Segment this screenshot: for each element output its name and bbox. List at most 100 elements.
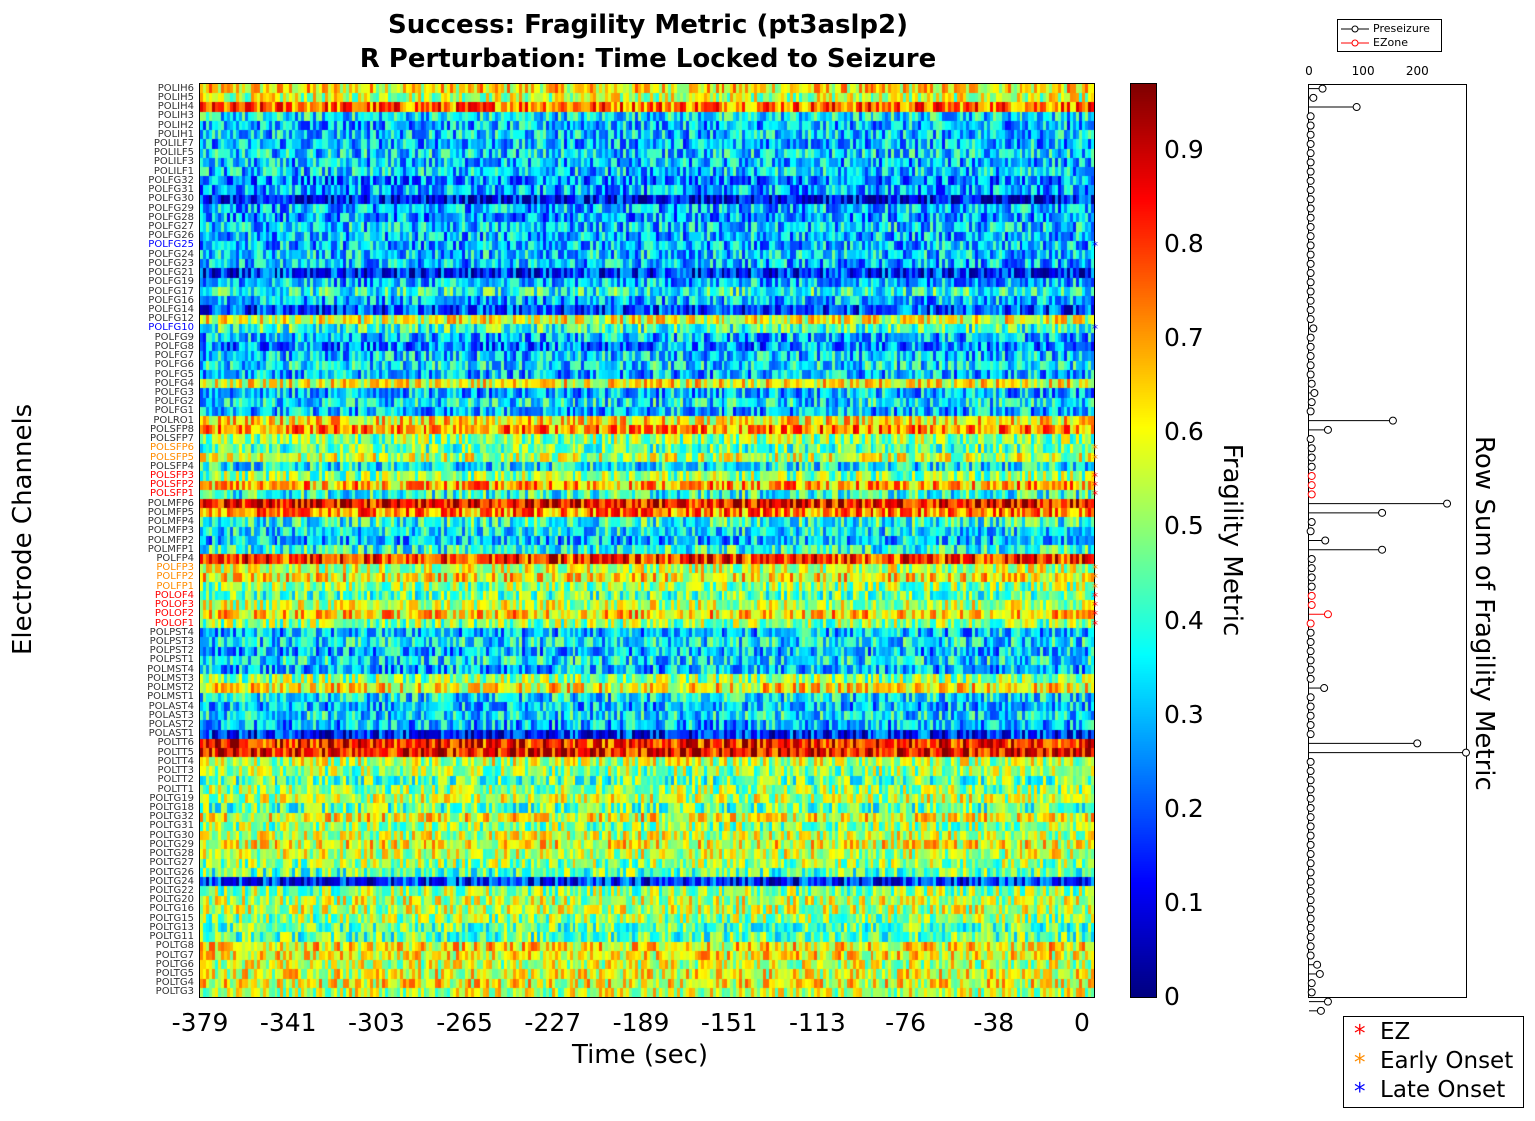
channel-label: POLTT6 [157,737,195,749]
channel-label: POLFG31 [148,184,194,196]
row-sum-stem-marker [1306,656,1315,665]
row-sum-stem-marker [1306,840,1315,849]
row-sum-stem-marker [1306,352,1315,361]
x-tick-label: -151 [700,1008,758,1037]
channel-label: POLFG12 [148,313,194,325]
x-tick-label: -265 [436,1008,493,1037]
channel-label: POLFG19 [148,276,194,288]
channel-label: POLSFP2 [150,479,194,491]
row-sum-stem-marker [1307,591,1316,600]
row-sum-tick-label: 100 [1351,64,1375,78]
onset-star-marker: * [1092,479,1098,494]
row-sum-stem-marker [1378,545,1387,554]
channel-label: POLFG29 [148,202,194,214]
channel-label: POLTG5 [155,967,194,979]
colorbar-tick-label: 0.7 [1164,323,1204,353]
onset-star-marker: * [1092,469,1098,484]
channel-label: POLTT4 [157,755,195,767]
onset-star-marker: * [1092,562,1098,577]
row-sum-stem-marker [1306,222,1315,231]
row-sum-stem-marker [1306,149,1315,158]
row-sum-stem-marker [1306,333,1315,342]
channel-label: POLTG27 [149,857,194,869]
row-sum-stem-marker [1352,103,1361,112]
row-sum-stem-marker [1307,582,1316,591]
channel-label: POLTG32 [149,811,194,823]
channel-label: POLMFP2 [147,534,194,546]
row-sum-stem-marker [1307,398,1316,407]
channel-label: POLAST1 [148,728,194,740]
channel-label: POLSFP7 [150,433,194,445]
onset-star-marker: * [1092,589,1098,604]
onset-star-marker: * [1092,322,1098,337]
late-onset-star-icon: * [1354,1079,1366,1105]
channel-label: POLMFP6 [147,497,194,509]
channel-label: POLFP1 [156,580,194,592]
channel-label: POLAST2 [148,718,194,730]
row-sum-stem-marker [1310,388,1319,397]
row-sum-stem-marker [1306,767,1315,776]
row-sum-stem-marker [1306,896,1315,905]
row-sum-stem-marker [1307,453,1316,462]
row-sum-stem-marker [1320,684,1329,693]
chart-title-line2: R Perturbation: Time Locked to Seizure [359,44,937,74]
row-sum-stem-marker [1306,213,1315,222]
row-sum-stem-marker [1321,536,1330,545]
channel-label: POLFG16 [148,294,194,306]
row-sum-stem-marker [1306,315,1315,324]
row-sum-stem-marker [1306,361,1315,370]
row-sum-tick-label: 200 [1405,64,1429,78]
colorbar-tick-label: 0 [1164,982,1180,1011]
row-sum-stem-marker [1306,665,1315,674]
row-sum-stem-marker [1306,720,1315,729]
row-sum-stem-marker [1306,305,1315,314]
row-sum-stem-marker [1306,232,1315,241]
colorbar-tick-label: 0.9 [1164,134,1204,164]
x-tick-label: -303 [348,1008,405,1037]
row-sum-stem-marker [1306,637,1315,646]
channel-label: POLTG18 [149,801,194,813]
row-sum-stem-marker [1307,564,1316,573]
row-sum-stem-marker [1306,167,1315,176]
row-sum-stem-marker [1306,776,1315,785]
channel-label: POLFG4 [154,377,194,389]
row-sum-stem-marker [1307,481,1316,490]
row-sum-stem-marker [1315,969,1324,978]
row-sum-stem-marker [1306,186,1315,195]
channel-label: POLTG15 [149,912,194,924]
row-sum-stem-marker [1306,868,1315,877]
onset-star-marker: * [1092,442,1098,457]
channel-label: POLTG31 [149,820,194,832]
colorbar-tick-label: 0.3 [1164,699,1204,729]
legend-early-onset: Early Onset [1380,1048,1514,1074]
row-sum-stem-marker [1306,158,1315,167]
row-sum-stem-marker [1306,859,1315,868]
x-tick-label: -227 [524,1008,582,1037]
row-sum-stem-marker [1306,647,1315,656]
row-sum-stem-marker [1306,905,1315,914]
channel-label: POLFG27 [148,220,194,232]
channel-label: POLFG1 [154,405,194,417]
row-sum-stem-marker [1306,794,1315,803]
row-sum-stem-marker [1388,416,1397,425]
onset-star-marker: * [1092,488,1098,503]
row-sum-stem-marker [1306,951,1315,960]
channel-label: POLFG8 [154,340,194,352]
row-sum-stem-marker [1323,997,1332,1006]
colorbar-tick-label: 0.1 [1164,887,1204,917]
channel-label: POLTG20 [149,894,194,906]
row-sum-stem-marker [1306,130,1315,139]
channel-label: POLMFP5 [147,506,194,518]
channel-label: POLAST4 [148,700,194,712]
colorbar [1131,84,1156,997]
channel-label: POLTG3 [155,986,194,998]
channel-label: POLIH1 [157,128,194,140]
channel-label: POLFG7 [154,350,194,362]
row-sum-stem-marker [1306,628,1315,637]
channel-label: POLTG24 [149,875,194,887]
channel-label: POLIH3 [157,110,194,122]
channel-label: POLFG30 [148,193,194,205]
fragility-heatmap [200,84,1094,997]
row-sum-stem-marker [1306,813,1315,822]
